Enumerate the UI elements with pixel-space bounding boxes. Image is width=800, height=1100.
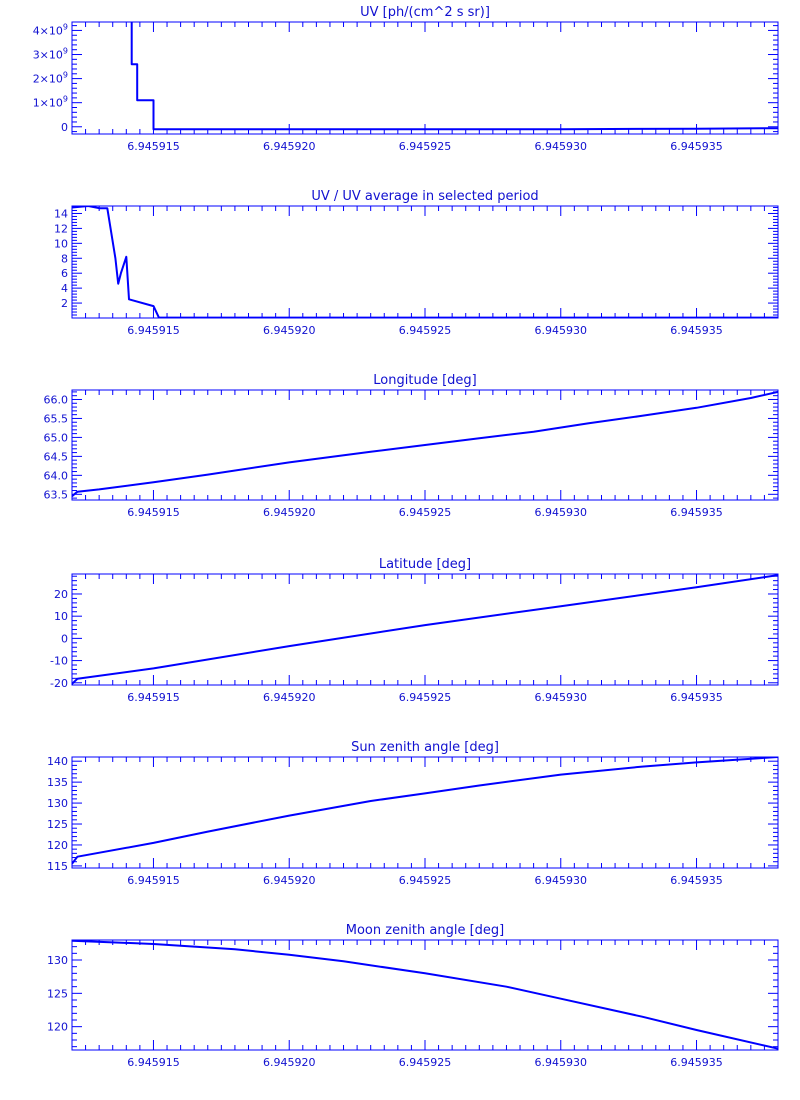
x-tick-label: 6.945915	[127, 1056, 180, 1069]
chart-title: Longitude [deg]	[373, 373, 476, 388]
plot-frame	[71, 21, 779, 135]
plot-frame	[71, 205, 779, 319]
y-tick-label: 14	[54, 207, 68, 220]
y-tick-label: 3×109	[33, 47, 68, 62]
chart-panel-6: Moon zenith angle [deg] 6.945915 6.945920 6…	[47, 923, 779, 1069]
x-tick-label: 6.945935	[670, 691, 723, 704]
series-line	[72, 390, 778, 497]
x-tick-label: 6.945930	[535, 691, 588, 704]
x-tick-label: 6.945920	[263, 506, 316, 519]
x-tick-label: 6.945930	[535, 140, 588, 153]
y-tick-label: 64.0	[44, 469, 69, 482]
x-tick-label: 6.945925	[399, 506, 452, 519]
y-tick-label: 130	[47, 954, 68, 967]
series-line	[72, 574, 778, 685]
x-tick-label: 6.945930	[535, 1056, 588, 1069]
y-tick-label: 125	[47, 987, 68, 1000]
plot-frame	[71, 939, 779, 1051]
x-tick-label: 6.945915	[127, 506, 180, 519]
x-tick-label: 6.945920	[263, 1056, 316, 1069]
chart-title: Moon zenith angle [deg]	[346, 923, 504, 938]
y-tick-label: 120	[47, 1021, 68, 1034]
x-tick-label: 6.945915	[127, 691, 180, 704]
chart-title: UV / UV average in selected period	[311, 189, 538, 204]
x-tick-label: 6.945935	[670, 506, 723, 519]
y-tick-label: 115	[47, 860, 68, 873]
y-tick-label: 0	[61, 632, 68, 645]
chart-title: Sun zenith angle [deg]	[351, 740, 499, 755]
y-tick-label: 65.5	[44, 412, 69, 425]
x-tick-label: 6.945915	[127, 140, 180, 153]
chart-panel-4: Latitude [deg] 6.945915 6.945920 6.945925 6.…	[50, 557, 779, 704]
x-tick-label: 6.945935	[670, 874, 723, 887]
x-tick-label: 6.945930	[535, 506, 588, 519]
y-tick-label: 120	[47, 839, 68, 852]
y-tick-label: 12	[54, 222, 68, 235]
series-line	[72, 757, 778, 865]
y-tick-label: 1×109	[33, 95, 68, 110]
y-tick-label: 2×109	[33, 71, 68, 86]
y-tick-label: 2	[61, 297, 68, 310]
x-tick-label: 6.945930	[535, 874, 588, 887]
y-tick-label: 63.5	[44, 488, 69, 501]
x-tick-label: 6.945915	[127, 324, 180, 337]
chart-panel-5: Sun zenith angle [deg] 6.945915 6.945920 6.…	[47, 740, 779, 887]
y-tick-label: 125	[47, 818, 68, 831]
chart-title: UV [ph/(cm^2 s sr)]	[360, 5, 490, 20]
chart-panel-1: UV [ph/(cm^2 s sr)] 6.945915 6.945920 6.945…	[33, 5, 779, 153]
x-tick-label: 6.945920	[263, 874, 316, 887]
y-tick-label: 65.0	[44, 431, 69, 444]
chart-title: Latitude [deg]	[379, 557, 471, 572]
y-tick-label: 6	[61, 267, 68, 280]
y-tick-label: 10	[54, 237, 68, 250]
series-line	[72, 206, 778, 318]
x-tick-label: 6.945925	[399, 691, 452, 704]
y-tick-label: 8	[61, 252, 68, 265]
y-tick-label: 130	[47, 797, 68, 810]
y-tick-label: 66.0	[44, 393, 69, 406]
series-line	[72, 940, 778, 1050]
series-line	[130, 22, 778, 131]
x-tick-label: 6.945935	[670, 140, 723, 153]
chart-panel-3: Longitude [deg] 6.945915 6.945920 6.945925 6…	[44, 373, 779, 519]
x-tick-label: 6.945935	[670, 1056, 723, 1069]
y-tick-label: 10	[54, 610, 68, 623]
y-tick-label: 20	[54, 588, 68, 601]
y-tick-label: 4×109	[33, 22, 68, 37]
x-tick-label: 6.945920	[263, 140, 316, 153]
x-tick-label: 6.945920	[263, 324, 316, 337]
y-tick-label: 140	[47, 755, 68, 768]
x-tick-label: 6.945925	[399, 140, 452, 153]
chart-panel-2: UV / UV average in selected period 6.9459…	[54, 189, 779, 337]
y-tick-label: 64.5	[44, 450, 69, 463]
y-tick-label: 135	[47, 776, 68, 789]
plot-frame	[71, 756, 779, 869]
x-tick-label: 6.945935	[670, 324, 723, 337]
x-tick-label: 6.945925	[399, 1056, 452, 1069]
x-tick-label: 6.945925	[399, 324, 452, 337]
x-tick-label: 6.945920	[263, 691, 316, 704]
y-tick-label: -20	[50, 677, 68, 690]
x-tick-label: 6.945925	[399, 874, 452, 887]
x-tick-label: 6.945930	[535, 324, 588, 337]
y-tick-label: 0	[61, 121, 68, 134]
y-tick-label: 4	[61, 282, 68, 295]
x-tick-label: 6.945915	[127, 874, 180, 887]
y-tick-label: -10	[50, 655, 68, 668]
